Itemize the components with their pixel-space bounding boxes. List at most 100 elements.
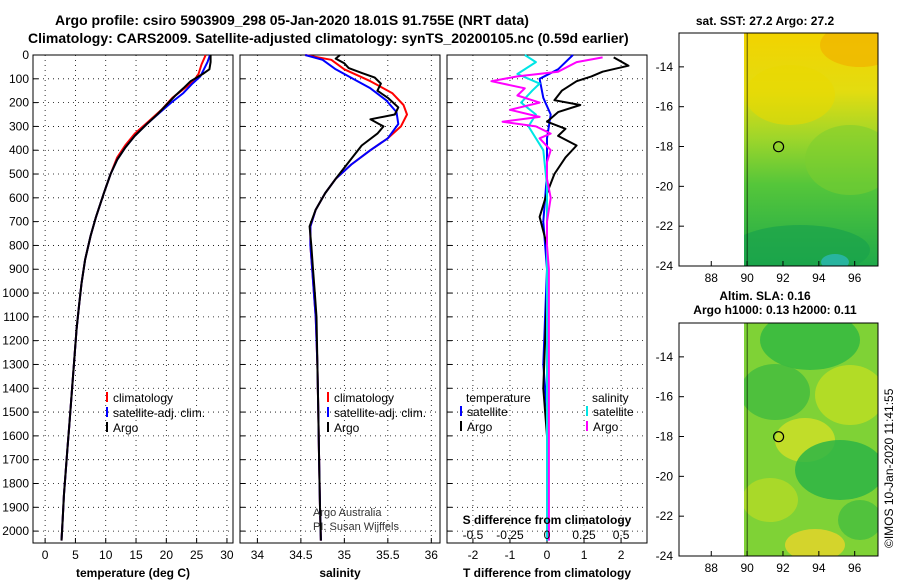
temperature-panel: 0 5 10 15 20 25 30 temperature (deg C) 0 100 200 30… [2,48,234,580]
depth-tick-label: 1000 [2,286,29,300]
secondary-xlabel: S difference from climatology [463,513,632,527]
depth-tick-label: 1300 [2,357,29,371]
depth-tick-label: 1200 [2,334,29,348]
sst_map-xtick-label: 88 [705,271,719,285]
depth-tick-label: 2000 [2,524,29,538]
sst_map-ytick-label: -24 [656,259,674,273]
depth-tick-label: 700 [9,215,29,229]
diff-temperature-legend-label: satellite [467,405,508,419]
temperature-legend-label: Argo [113,421,139,435]
salinity-xtick-label: 34 [251,548,265,562]
sla_map-ytick-label: -20 [656,469,674,483]
temperature-series-argo [60,55,212,541]
depth-tick-label: 0 [22,48,29,62]
depth-tick-label: 900 [9,262,29,276]
temperature-xtick-label: 0 [42,548,49,562]
temperature-xtick-label: 25 [190,548,204,562]
depth-tick-label: 1800 [2,476,29,490]
sla-map: 88 90 92 94 96 -14 -16 -18 -20 -22 -24 [656,322,879,575]
sla_map-xtick-label: 94 [812,561,826,575]
difference-xtick-label: -1 [505,548,516,562]
depth-tick-label: 1100 [3,310,29,324]
depth-tick-label: 400 [9,143,29,157]
sla-map-subtitle: Argo h1000: 0.13 h2000: 0.11 [693,303,857,317]
sla_map-ytick-label: -14 [656,350,674,364]
difference-xtick-label: 2 [618,548,625,562]
title-line-1: Argo profile: csiro 5903909_298 05-Jan-2… [55,12,529,28]
salinity-xtick-label: 35.5 [376,548,400,562]
temperature-legend-label: satellite-adj. clim. [113,406,205,420]
sst_map-xtick-label: 92 [776,271,790,285]
diff-legend-title-salinity: salinity [592,391,629,405]
depth-tick-label: 500 [9,167,29,181]
depth-tick-label: 600 [9,191,29,205]
difference-xtick-label: 0 [544,548,551,562]
sst_map-ytick-label: -22 [656,219,674,233]
difference-series-salinity-argo [490,56,603,541]
difference-xtick-label: 1 [581,548,588,562]
sla_map-xtick-label: 96 [848,561,862,575]
sst_map-xtick-label: 94 [812,271,826,285]
temperature-axes [32,54,234,544]
sst_map-xtick-label: 90 [740,271,754,285]
difference-xlabel: T difference from climatology [463,566,631,580]
temperature-xtick-label: 20 [160,548,174,562]
credit-line-1: Argo Australia [313,507,382,519]
sla-field [744,323,878,556]
sst_map-ytick-label: -20 [656,179,674,193]
temperature-xlabel: temperature (deg C) [76,566,190,580]
sst_map-ytick-label: -16 [656,100,674,114]
sst-map-title: sat. SST: 27.2 Argo: 27.2 [696,14,835,28]
difference-series-salinity-satellite [516,54,548,541]
sla_map-ytick-label: -22 [656,509,674,523]
salinity-xtick-label: 36 [425,548,439,562]
secondary-xtick-label: 0 [544,528,551,542]
sst_map-border [678,32,879,267]
depth-tick-label: 100 [9,72,29,86]
difference-series-temperature-argo [538,56,630,532]
temperature-xtick-label: 30 [220,548,234,562]
temperature-xtick-label: 10 [99,548,113,562]
diff-salinity-legend-label: Argo [593,420,619,434]
secondary-xtick-label: -0.25 [496,528,524,542]
salinity-legend-label: satellite-adj. clim. [334,406,426,420]
credit-line-2: PI: Susan Wijffels [313,521,399,533]
depth-tick-label: 1700 [2,453,29,467]
temperature-xtick-label: 5 [72,548,79,562]
temperature-xtick-label: 15 [129,548,143,562]
salinity-series-argo [308,54,400,541]
depth-tick-label: 1900 [2,500,29,514]
depth-tick-label: 1500 [2,405,29,419]
salinity-xtick-label: 35 [338,548,352,562]
difference-panel: -2 -1 0 1 2 T difference from climatology S di… [446,54,648,580]
sla_map-border [678,322,879,557]
difference-xtick-label: -2 [468,548,479,562]
sla_map-xtick-label: 92 [776,561,790,575]
diff-salinity-legend-label: satellite [593,405,634,419]
salinity-legend-label: climatology [334,391,394,405]
sst-map: 88 90 92 94 96 -14 -16 -18 -20 -22 -24 [656,32,879,285]
sst_map-profile-marker [772,141,785,153]
depth-tick-label: 1400 [2,381,29,395]
diff-temperature-legend-label: Argo [467,420,493,434]
secondary-xtick-label: -0.5 [463,528,484,542]
sla_map-ytick-label: -24 [656,549,674,563]
diff-legend-title-temperature: temperature [466,391,531,405]
sla_map-xtick-label: 88 [705,561,719,575]
sst_map-xtick-label: 96 [848,271,862,285]
depth-tick-label: 1600 [2,429,29,443]
timestamp: ©IMOS 10-Jan-2020 11:41:55 [882,388,896,548]
sst_map-ytick-label: -18 [656,140,674,154]
sla_map-ytick-label: -18 [656,430,674,444]
secondary-xtick-label: 0.5 [613,528,630,542]
depth-tick-label: 800 [9,238,29,252]
salinity-legend-label: Argo [334,421,360,435]
depth-tick-label: 200 [9,96,29,110]
salinity-panel: 34 34.5 35 35.5 36 salinity climatologysatelli… [239,54,441,580]
sla_map-ytick-label: -16 [656,390,674,404]
salinity-axes [239,54,441,544]
sla-map-title: Altim. SLA: 0.16 [719,289,811,303]
sst-field [744,33,878,266]
salinity-xlabel: salinity [319,566,361,580]
